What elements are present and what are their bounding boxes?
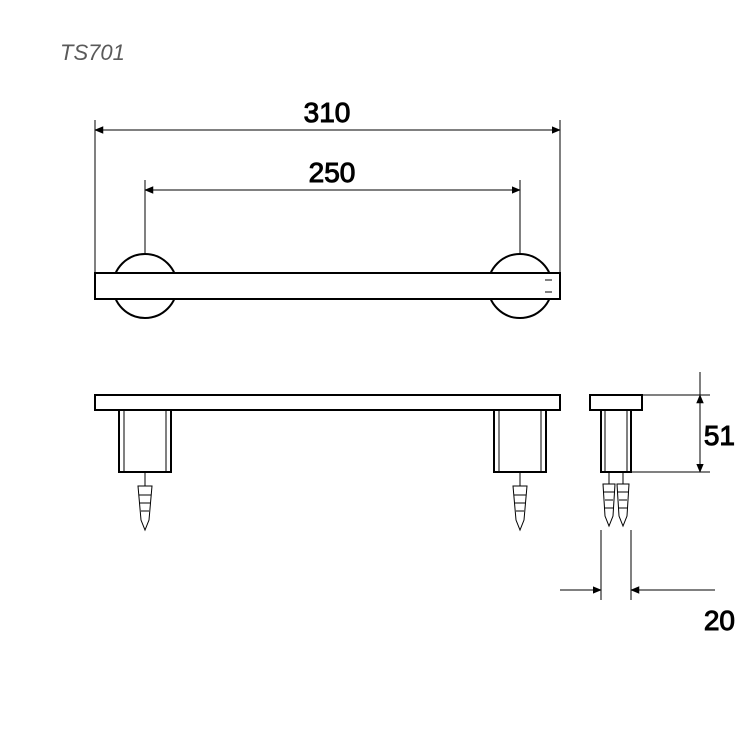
grab-bar-front bbox=[95, 395, 560, 410]
dim-mount-spacing: 250 bbox=[145, 157, 520, 254]
grab-bar-top bbox=[95, 273, 560, 299]
dim-overall-length-value: 310 bbox=[304, 97, 351, 128]
dim-bar-depth-value: 20 bbox=[704, 605, 735, 636]
post-right bbox=[494, 410, 546, 472]
side-view bbox=[590, 395, 642, 472]
anchor-side-1 bbox=[603, 472, 615, 526]
dim-mount-height: 51 bbox=[631, 372, 735, 472]
dim-mount-height-value: 51 bbox=[704, 420, 735, 451]
technical-drawing: TS701 310 250 bbox=[0, 0, 740, 740]
part-number-label: TS701 bbox=[60, 40, 125, 65]
top-view bbox=[95, 254, 560, 318]
anchor-front-left bbox=[138, 472, 152, 530]
anchor-front-right bbox=[513, 472, 527, 530]
post-left bbox=[119, 410, 171, 472]
anchor-side-2 bbox=[617, 472, 629, 526]
dim-bar-depth: 20 bbox=[560, 530, 735, 636]
dim-mount-spacing-value: 250 bbox=[309, 157, 356, 188]
grab-bar-side bbox=[590, 395, 642, 410]
front-view bbox=[95, 395, 560, 472]
